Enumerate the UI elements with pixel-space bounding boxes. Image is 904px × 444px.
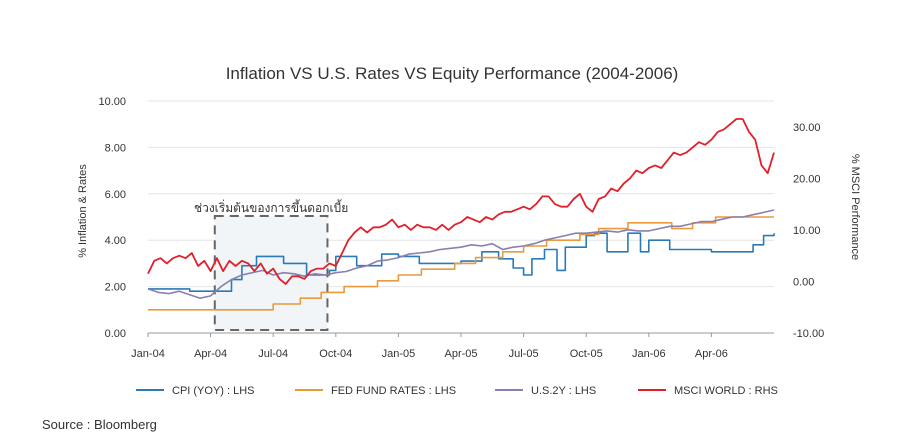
x-tick-label: Jul-05 (509, 348, 539, 360)
y-right-tick-label: 30.00 (793, 122, 821, 134)
y-left-tick-label: 10.00 (98, 96, 126, 108)
legend: CPI (YOY) : LHS FED FUND RATES : LHS U.S.2… (136, 385, 778, 397)
x-tick-label: Apr-04 (194, 348, 227, 360)
annotation-box (213, 215, 329, 331)
series-line-3 (147, 118, 775, 285)
series-line-0 (148, 232, 775, 292)
y-left-tick-label: 4.00 (105, 235, 126, 247)
source-note: Source : Bloomberg (42, 417, 157, 432)
y-left-tick-label: 6.00 (105, 189, 126, 201)
x-tick-label: Jan-05 (382, 348, 416, 360)
series-line-2 (147, 209, 775, 299)
legend-label: CPI (YOY) : LHS (172, 385, 255, 397)
legend-label: FED FUND RATES : LHS (331, 385, 456, 397)
legend-label: U.S.2Y : LHS (531, 385, 596, 397)
y-axis-right-label: % MSCI Performance (849, 154, 861, 260)
x-tick-label: Jan-06 (632, 348, 666, 360)
y-axis-left-label: % Inflation & Rates (77, 164, 89, 258)
x-tick-label: Apr-05 (444, 348, 477, 360)
series-lines (147, 118, 775, 311)
x-tick-label: Apr-06 (695, 348, 728, 360)
legend-label: MSCI WORLD : RHS (674, 385, 778, 397)
y-right-tick-label: -10.00 (793, 328, 824, 340)
y-right-tick-label: 20.00 (793, 173, 821, 185)
y-right-tick-label: 0.00 (793, 276, 814, 288)
chart-title: Inflation VS U.S. Rates VS Equity Perfor… (226, 64, 679, 83)
x-tick-label: Jan-04 (131, 348, 165, 360)
annotation-label: ช่วงเริ่มต้นของการขึ้นดอกเบี้ย (194, 199, 348, 215)
x-tick-label: Jul-04 (258, 348, 288, 360)
y-left-tick-label: 8.00 (105, 142, 126, 154)
y-left-tick-label: 2.00 (105, 282, 126, 294)
axes: 0.00 2.00 4.00 6.00 8.00 10.00 -10.00 0.00 10.00… (98, 96, 824, 360)
x-tick-label: Oct-05 (570, 348, 603, 360)
y-right-tick-label: 10.00 (793, 225, 821, 237)
y-left-tick-label: 0.00 (105, 328, 126, 340)
x-tick-label: Oct-04 (319, 348, 352, 360)
